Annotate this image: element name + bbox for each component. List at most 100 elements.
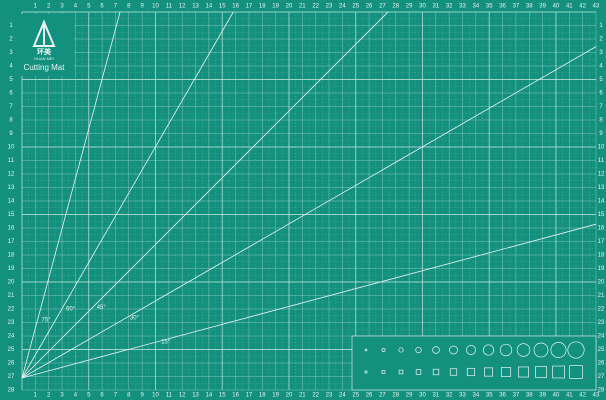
- left-ruler-number: 25: [8, 347, 15, 353]
- template-circle: [432, 346, 440, 354]
- angle-line: [21, 11, 234, 379]
- angle-line: [21, 46, 597, 379]
- bottom-ruler-number: 8: [127, 393, 131, 399]
- logo-product: Cutting Mat: [24, 63, 66, 72]
- top-ruler-number: 28: [392, 4, 399, 10]
- bottom-ruler-number: 36: [499, 393, 506, 399]
- template-circle: [449, 345, 458, 355]
- top-ruler-number: 11: [166, 4, 173, 10]
- top-ruler-number: 18: [259, 4, 266, 10]
- top-ruler-number: 30: [419, 4, 426, 10]
- bottom-ruler-number: 11: [166, 393, 173, 399]
- bottom-ruler-number: 15: [219, 393, 226, 399]
- right-ruler-number: 19: [598, 266, 605, 272]
- bottom-ruler-number: 27: [379, 393, 386, 399]
- template-square: [569, 365, 583, 379]
- top-ruler-number: 4: [74, 4, 78, 10]
- right-ruler-number: 20: [598, 280, 605, 286]
- bottom-ruler-number: 16: [232, 393, 239, 399]
- left-ruler-number: 18: [8, 253, 15, 259]
- top-ruler-number: 1: [34, 4, 38, 10]
- top-ruler-number: 43: [593, 4, 600, 10]
- top-ruler-number: 19: [272, 4, 279, 10]
- top-ruler-number: 40: [553, 4, 560, 10]
- bottom-ruler-number: 37: [513, 393, 520, 399]
- bottom-ruler-number: 4: [74, 393, 78, 399]
- bottom-ruler-number: 14: [206, 393, 213, 399]
- right-ruler-number: 24: [598, 334, 605, 340]
- bottom-ruler-number: 40: [553, 393, 560, 399]
- right-ruler-number: 5: [599, 77, 603, 83]
- template-circle: [364, 348, 368, 352]
- template-circle: [550, 342, 567, 358]
- right-ruler-number: 27: [598, 374, 605, 380]
- template-square: [484, 367, 494, 377]
- templates: [351, 335, 597, 391]
- top-ruler-number: 36: [499, 4, 506, 10]
- top-ruler-number: 22: [312, 4, 319, 10]
- left-ruler-number: 23: [8, 320, 15, 326]
- top-ruler-number: 17: [246, 4, 253, 10]
- bottom-ruler-number: 22: [312, 393, 319, 399]
- left-ruler-number: 14: [8, 199, 15, 205]
- right-ruler-number: 26: [598, 361, 605, 367]
- bottom-ruler-number: 10: [152, 393, 159, 399]
- angle-label: 30°: [130, 316, 140, 322]
- right-ruler-number: 11: [598, 158, 605, 164]
- right-ruler-number: 23: [598, 320, 605, 326]
- right-ruler-number: 21: [598, 293, 605, 299]
- bottom-ruler-number: 12: [179, 393, 186, 399]
- template-square: [518, 366, 529, 378]
- left-ruler-number: 21: [8, 293, 15, 299]
- template-square: [364, 370, 368, 374]
- top-ruler-number: 29: [406, 4, 413, 10]
- right-ruler-number: 14: [598, 199, 605, 205]
- right-ruler-number: 18: [598, 253, 605, 259]
- left-ruler-number: 17: [8, 239, 15, 245]
- left-ruler-number: 27: [8, 374, 15, 380]
- bottom-ruler-number: 31: [432, 393, 439, 399]
- angle-label: 15°: [161, 339, 171, 345]
- bottom-ruler-number: 3: [60, 393, 64, 399]
- right-ruler-number: 15: [598, 212, 605, 218]
- bottom-ruler-number: 20: [286, 393, 293, 399]
- right-ruler-number: 13: [598, 185, 605, 191]
- right-ruler-number: 16: [598, 226, 605, 232]
- left-ruler-number: 15: [8, 212, 15, 218]
- top-ruler-number: 21: [299, 4, 306, 10]
- bottom-ruler-number: 24: [339, 393, 346, 399]
- template-square: [432, 368, 440, 376]
- top-ruler-number: 24: [339, 4, 346, 10]
- top-ruler-number: 5: [87, 4, 91, 10]
- template-circle: [381, 348, 386, 352]
- top-ruler-number: 26: [366, 4, 373, 10]
- template-square: [535, 366, 547, 378]
- bottom-ruler-number: 34: [473, 393, 480, 399]
- top-ruler-number: 14: [206, 4, 213, 10]
- template-circle: [466, 345, 476, 355]
- bottom-ruler-number: 2: [47, 393, 51, 399]
- angle-line: [21, 11, 121, 379]
- bottom-ruler-number: 32: [446, 393, 453, 399]
- left-ruler-number: 16: [8, 226, 15, 232]
- template-square: [449, 368, 458, 376]
- grid: 1122334455667788991010111112121313141415…: [8, 4, 605, 399]
- template-square: [501, 367, 511, 377]
- right-ruler-number: 6: [599, 91, 603, 97]
- bottom-ruler-number: 23: [326, 393, 333, 399]
- right-ruler-number: 3: [599, 50, 603, 56]
- left-ruler-number: 24: [8, 334, 15, 340]
- angle-label: 60°: [66, 306, 76, 312]
- left-ruler-number: 22: [8, 307, 15, 313]
- right-ruler-number: 4: [599, 64, 603, 70]
- template-square: [552, 365, 565, 379]
- bottom-ruler-number: 33: [459, 393, 466, 399]
- template-square: [466, 367, 476, 377]
- left-ruler-number: 1: [9, 23, 13, 29]
- bottom-ruler-number: 1: [34, 393, 38, 399]
- right-ruler-number: 22: [598, 307, 605, 313]
- left-ruler-number: 9: [9, 131, 13, 137]
- top-ruler-number: 32: [446, 4, 453, 10]
